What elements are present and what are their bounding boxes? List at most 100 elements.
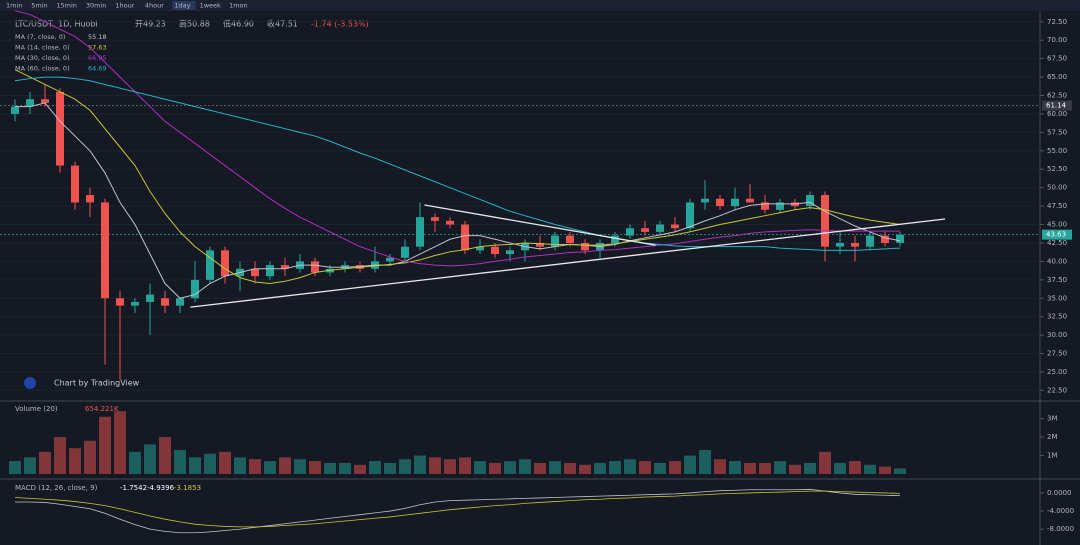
- candle-body: [86, 195, 94, 203]
- y-tick-label: -8.0000: [1047, 525, 1074, 533]
- y-tick-label: 42.50: [1047, 239, 1067, 247]
- candle-body: [851, 242, 859, 247]
- interval-button[interactable]: 1hour: [115, 2, 134, 10]
- candle-body: [11, 106, 19, 114]
- ma-legend: MA (7, close, 0): [15, 33, 65, 41]
- interval-button[interactable]: 15min: [56, 2, 77, 10]
- interval-button[interactable]: 5min: [31, 2, 47, 10]
- volume-bar: [669, 461, 681, 474]
- interval-button[interactable]: 1day: [174, 2, 190, 10]
- volume-bar: [399, 459, 411, 474]
- ma-legend-value: 66.95: [88, 54, 107, 62]
- candle-body: [281, 265, 289, 269]
- candle-body: [716, 198, 724, 207]
- moving-average-line: [15, 102, 901, 299]
- candle-body: [536, 242, 544, 247]
- y-tick-label: 0.0000: [1047, 489, 1072, 497]
- volume-bar: [489, 462, 501, 474]
- interval-button[interactable]: 30min: [86, 2, 107, 10]
- watermark-icon: [24, 377, 36, 389]
- candle-body: [266, 265, 274, 277]
- volume-bar: [609, 461, 621, 474]
- volume-bar: [294, 459, 306, 474]
- candle-body: [761, 202, 769, 210]
- y-tick-label: 25.00: [1047, 368, 1067, 376]
- volume-bar: [684, 455, 696, 474]
- volume-bar: [504, 461, 516, 474]
- volume-bar: [519, 459, 531, 474]
- macd-legend: MACD (12, 26, close, 9): [15, 484, 98, 492]
- trendline: [190, 218, 946, 308]
- volume-bar: [789, 464, 801, 474]
- macd-legend-value: -4.9396: [147, 484, 175, 492]
- volume-bar: [279, 457, 291, 474]
- candle-body: [446, 220, 454, 225]
- interval-button[interactable]: 1min: [6, 2, 22, 10]
- volume-bar: [264, 461, 276, 474]
- y-tick-label: 72.50: [1047, 18, 1067, 26]
- candle-body: [731, 198, 739, 207]
- candle-body: [131, 301, 139, 306]
- moving-average-line: [14, 10, 900, 267]
- candle-body: [491, 246, 499, 255]
- candle-body: [26, 99, 34, 107]
- y-tick-label: 60.00: [1047, 110, 1067, 118]
- volume-bar: [744, 462, 756, 474]
- volume-bar: [324, 462, 336, 474]
- volume-bar: [144, 444, 156, 474]
- candle-body: [566, 235, 574, 243]
- volume-bar: [249, 459, 261, 474]
- price-label-bg: [1042, 229, 1072, 240]
- y-tick-label: 32.50: [1047, 313, 1067, 321]
- interval-button[interactable]: 4hour: [145, 2, 164, 10]
- volume-bar: [84, 440, 96, 474]
- volume-bar: [39, 451, 51, 474]
- candle-body: [386, 257, 394, 262]
- ohlc-value: 高50.88: [179, 19, 210, 29]
- moving-average-line: [14, 76, 901, 251]
- volume-legend: Volume (20): [15, 405, 58, 413]
- macd-legend-value: -3.1853: [174, 484, 201, 492]
- candle-body: [836, 242, 844, 247]
- candle-body: [401, 246, 409, 258]
- volume-bar: [24, 457, 36, 474]
- candle-body: [476, 246, 484, 251]
- candle-body: [71, 165, 79, 203]
- volume-bar: [534, 462, 546, 474]
- volume-bar: [834, 462, 846, 474]
- ma-legend: MA (14, close, 0): [15, 44, 70, 52]
- volume-bar: [714, 459, 726, 474]
- volume-bar: [549, 461, 561, 474]
- ohlc-value: 收47.51: [267, 19, 298, 29]
- volume-bar: [564, 462, 576, 474]
- volume-bar: [234, 457, 246, 474]
- ma-legend-value: 55.18: [88, 33, 107, 41]
- volume-bar: [474, 461, 486, 474]
- volume-bar: [444, 459, 456, 474]
- symbol-title: LTC/USDT, 1D, Huobi: [15, 20, 98, 29]
- candle-body: [161, 298, 169, 306]
- candle-body: [821, 195, 829, 247]
- candle-body: [881, 235, 889, 243]
- volume-bar: [309, 461, 321, 474]
- y-tick-label: 55.00: [1047, 147, 1067, 155]
- y-tick-label: 62.50: [1047, 92, 1067, 100]
- volume-bar: [759, 462, 771, 474]
- y-tick-label: 30.00: [1047, 331, 1067, 339]
- candle-body: [191, 279, 199, 299]
- candle-body: [56, 91, 64, 166]
- candle-body: [656, 224, 664, 232]
- volume-bar: [639, 461, 651, 474]
- candle-body: [581, 242, 589, 251]
- y-tick-label: 65.00: [1047, 73, 1067, 81]
- y-tick-label: 2M: [1047, 433, 1058, 441]
- ma-legend: MA (60, close, 0): [15, 65, 70, 73]
- volume-bar: [624, 459, 636, 474]
- interval-button[interactable]: 1mon: [229, 2, 248, 10]
- y-tick-label: 52.50: [1047, 165, 1067, 173]
- volume-bar: [864, 464, 876, 474]
- interval-button[interactable]: 1week: [200, 2, 221, 10]
- volume-bar: [99, 416, 111, 474]
- candle-body: [866, 235, 874, 247]
- volume-bar: [114, 411, 126, 474]
